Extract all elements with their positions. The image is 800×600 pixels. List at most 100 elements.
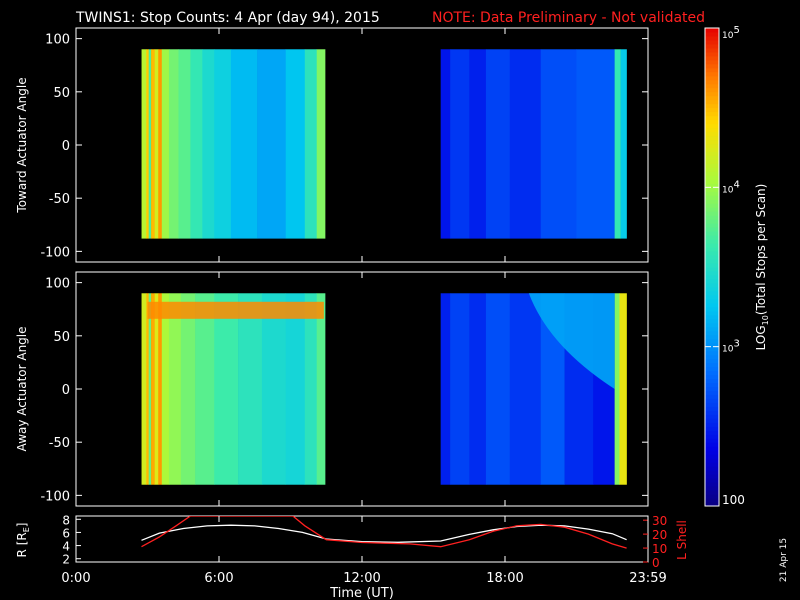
colorbar-cell-115 — [705, 43, 719, 49]
colorbar-label-main: LOG — [754, 325, 768, 350]
colorbar-cell-42 — [705, 334, 719, 340]
away-seg1-col8 — [614, 293, 620, 485]
colorbar-cell-5 — [705, 482, 719, 487]
colorbar-cell-38 — [705, 350, 719, 356]
colorbar-cell-111 — [705, 59, 719, 65]
colorbar-cell-97 — [705, 115, 719, 121]
colorbar-cell-27 — [705, 394, 719, 399]
panel-away: 100 50 0 -50 -100 Away Actuator Angle — [15, 271, 649, 507]
colorbar-cell-77 — [705, 195, 719, 200]
toward-seg0-col16 — [316, 49, 326, 239]
toward-seg1-col4 — [509, 49, 542, 239]
toward-seg0-col14 — [285, 49, 306, 239]
away-seg1-col3 — [485, 293, 511, 485]
colorbar-cell-119 — [705, 28, 719, 33]
colorbar-cell-31 — [705, 378, 719, 384]
colorbar-cell-73 — [705, 211, 719, 216]
colorbar-cell-60 — [705, 263, 719, 268]
colorbar-cell-19 — [705, 426, 719, 431]
colorbar-cell-39 — [705, 346, 719, 352]
colorbar-cell-15 — [705, 442, 719, 447]
colorbar-cell-24 — [705, 406, 719, 411]
r-tick-label-2: 2 — [62, 553, 70, 567]
colorbar-cell-82 — [705, 175, 719, 180]
colorbar-cell-41 — [705, 338, 719, 344]
colorbar-cell-75 — [705, 203, 719, 208]
colorbar-cell-96 — [705, 119, 719, 125]
away-seg0-col2 — [148, 293, 152, 485]
r-tick-label-4: 4 — [62, 540, 70, 554]
away-seg0-col10 — [214, 293, 239, 485]
xtick-label-24: 23:59 — [629, 571, 666, 586]
colorbar-cell-87 — [705, 155, 719, 160]
away-seg0-col4 — [154, 293, 159, 485]
colorbar-cell-28 — [705, 390, 719, 395]
toward-seg0-col8 — [178, 49, 191, 239]
colorbar-cell-66 — [705, 239, 719, 244]
away-seg0-col13 — [285, 293, 306, 485]
colorbar-cell-65 — [705, 243, 719, 248]
away-ytick-label-50: 50 — [53, 330, 70, 345]
heatmap-away — [141, 293, 627, 485]
away-seg0-col11 — [238, 293, 263, 485]
colorbar-cell-91 — [705, 139, 719, 145]
toward-seg1-col6 — [576, 49, 615, 239]
toward-ytick-label--100: -100 — [40, 245, 70, 260]
colorbar-gradient — [705, 28, 719, 507]
colorbar-cell-105 — [705, 83, 719, 89]
toward-seg1-col7 — [614, 49, 621, 239]
lshell-tick-label-0: 0 — [652, 556, 660, 570]
colorbar-cell-56 — [705, 278, 719, 284]
colorbar-cell-84 — [705, 167, 719, 172]
toward-seg1-col0 — [440, 49, 451, 239]
heatmap-toward — [141, 49, 627, 239]
toward-seg0-col12 — [230, 49, 258, 239]
colorbar-cell-49 — [705, 306, 719, 312]
colorbar-cell-0 — [705, 502, 719, 507]
colorbar-cell-6 — [705, 478, 719, 483]
away-seg0-col9 — [195, 293, 215, 485]
colorbar-cell-74 — [705, 207, 719, 212]
toward-seg0-col11 — [214, 49, 232, 239]
colorbar-cell-2 — [705, 494, 719, 499]
away-seg0-col1 — [146, 293, 149, 485]
colorbar-cell-90 — [705, 143, 719, 148]
colorbar-cell-83 — [705, 171, 719, 176]
colorbar-cell-64 — [705, 247, 719, 252]
colorbar: 105 104 103 100 LOG10(Total Stops per Scan) — [704, 25, 770, 507]
colorbar-cell-109 — [705, 67, 719, 73]
colorbar-cell-8 — [705, 470, 719, 475]
away-seg0-col7 — [168, 293, 182, 485]
colorbar-cell-55 — [705, 282, 719, 288]
toward-ytick-label-0: 0 — [62, 139, 70, 154]
colorbar-cell-72 — [705, 215, 719, 220]
colorbar-cell-21 — [705, 418, 719, 423]
colorbar-cell-32 — [705, 374, 719, 380]
panel-toward: 100 50 0 -50 -100 Toward Actuator Angle — [15, 27, 649, 263]
colorbar-cell-30 — [705, 382, 719, 387]
colorbar-cell-112 — [705, 55, 719, 61]
colorbar-label-rest: (Total Stops per Scan) — [754, 184, 768, 315]
yticks-away: 100 50 0 -50 -100 — [40, 277, 648, 504]
lshell-tick-label-10: 10 — [652, 542, 667, 556]
away-ytick-label-100: 100 — [45, 277, 70, 292]
colorbar-cell-104 — [705, 87, 719, 93]
colorbar-tick-label-2: 100 — [722, 493, 745, 507]
colorbar-cell-117 — [705, 35, 719, 41]
toward-ytick-label-50: 50 — [53, 86, 70, 101]
colorbar-cell-4 — [705, 486, 719, 491]
colorbar-frame — [704, 27, 720, 507]
footer-date: 21 Apr 15 — [779, 538, 789, 582]
toward-seg0-col7 — [168, 49, 179, 239]
ylabel-toward: Toward Actuator Angle — [15, 77, 29, 213]
away-ytick-label--50: -50 — [49, 436, 70, 451]
colorbar-cell-103 — [705, 91, 719, 97]
colorbar-label-sub: 10 — [761, 315, 770, 325]
colorbar-cell-88 — [705, 151, 719, 156]
colorbar-cell-102 — [705, 95, 719, 101]
colorbar-cell-98 — [705, 111, 719, 117]
colorbar-cell-67 — [705, 235, 719, 240]
